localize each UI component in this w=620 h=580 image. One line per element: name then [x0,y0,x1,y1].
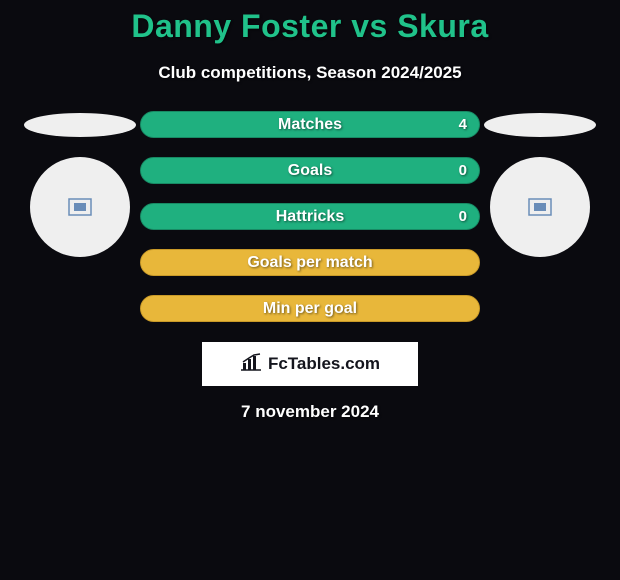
player-left-col [20,111,140,257]
chart-icon [240,353,262,376]
player-right-avatar [490,157,590,257]
date-label: 7 november 2024 [241,402,379,422]
stat-bar-hattricks: Hattricks 0 [140,203,480,230]
brand-label: FcTables.com [268,354,380,374]
stat-label: Goals per match [247,254,372,272]
placeholder-icon [528,198,552,216]
stat-bar-goals-per-match: Goals per match [140,249,480,276]
stat-value-right: 0 [459,162,467,179]
brand-box[interactable]: FcTables.com [202,342,418,386]
stat-value-right: 0 [459,208,467,225]
root-container: Danny Foster vs Skura Club competitions,… [0,0,620,422]
player-left-ellipse [24,113,136,137]
player-right-ellipse [484,113,596,137]
stat-bar-min-per-goal: Min per goal [140,295,480,322]
stat-value-right: 4 [459,116,467,133]
stat-bars: Matches 4 Goals 0 Hattricks 0 Goals per … [140,111,480,322]
stat-label: Min per goal [263,300,357,318]
page-title: Danny Foster vs Skura [131,8,488,45]
stat-label: Hattricks [276,208,344,226]
stat-bar-matches: Matches 4 [140,111,480,138]
stat-label: Goals [288,162,332,180]
player-right-col [480,111,600,257]
player-left-avatar [30,157,130,257]
comparison-area: Matches 4 Goals 0 Hattricks 0 Goals per … [0,111,620,322]
page-subtitle: Club competitions, Season 2024/2025 [158,63,461,83]
placeholder-icon [68,198,92,216]
stat-label: Matches [278,116,342,134]
stat-bar-goals: Goals 0 [140,157,480,184]
